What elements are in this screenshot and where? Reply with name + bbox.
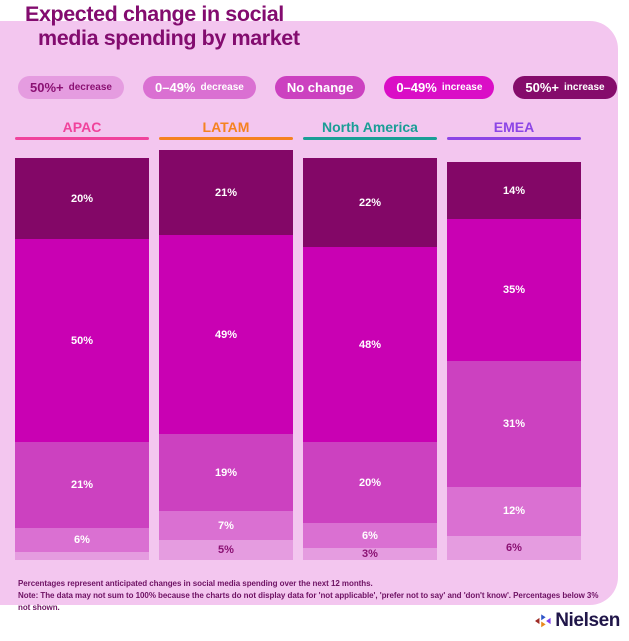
footnote-line1: Percentages represent anticipated change… (18, 579, 373, 588)
footnotes: Percentages represent anticipated change… (18, 578, 608, 614)
nielsen-logo-icon (534, 613, 552, 629)
bar-segment-label: 22% (358, 196, 382, 209)
bar-segment-label: 5% (218, 543, 234, 556)
bar-segment: 48% (303, 247, 437, 443)
legend-pill: 50%+ increase (513, 76, 617, 99)
legend-pill: 50%+ decrease (18, 76, 124, 99)
legend-pill-label: decrease (68, 82, 112, 93)
column-underline (159, 137, 293, 140)
bar-segment: 20% (303, 442, 437, 524)
legend-pill: 0–49% increase (384, 76, 495, 99)
legend-pill-label: decrease (200, 82, 244, 93)
legend-pill-label: increase (564, 82, 605, 93)
legend-pill-label: increase (441, 82, 483, 93)
legend-pill: No change (274, 76, 366, 99)
column-header: North America (322, 119, 418, 135)
legend-pill-value: 0–49% (155, 80, 196, 95)
bar-segment: 19% (159, 434, 293, 512)
bar-segment-label: 50% (70, 334, 94, 347)
bar: 21% 49% 19% 7% 5% (159, 140, 293, 560)
chart-columns: APAC 20% 50% 21% 6% LATAM 21% 49% 19% 7% 5% North A… (15, 119, 581, 560)
chart-column-apac: APAC 20% 50% 21% 6% (15, 119, 149, 560)
column-header: APAC (62, 119, 102, 135)
legend-pill-value: 0–49% (396, 80, 437, 95)
bar-segment-label: 35% (502, 284, 526, 297)
bar-segment-label: 31% (502, 417, 526, 430)
bar-segment-label: 6% (362, 529, 378, 542)
bar: 22% 48% 20% 6% 3% (303, 140, 437, 560)
legend-pill: 0–49% decrease (143, 76, 256, 99)
bar-segment (15, 551, 149, 560)
bar-segment-label: 21% (214, 186, 238, 199)
bar-segment: 21% (159, 149, 293, 236)
page-title: Expected change in social media spending… (25, 2, 300, 50)
bar-segment-label: 20% (358, 476, 382, 489)
column-underline (15, 137, 149, 140)
bar-segment: 14% (447, 162, 581, 219)
bar-segment-label: 14% (502, 184, 526, 197)
legend-pill-value: 50%+ (525, 80, 560, 95)
bar-segment: 6% (447, 535, 581, 560)
bar-segment: 31% (447, 361, 581, 487)
legend-pill-value: 50%+ (30, 80, 64, 95)
chart-column-latam: LATAM 21% 49% 19% 7% 5% (159, 119, 293, 560)
bar-segment: 6% (15, 527, 149, 552)
bar-segment: 20% (15, 158, 149, 240)
column-underline (447, 137, 581, 140)
bar-segment: 35% (447, 218, 581, 362)
bar-segment-label: 20% (70, 192, 94, 205)
bar-segment-label: 19% (214, 466, 238, 479)
chart-column-emea: EMEA 14% 35% 31% 12% 6% (447, 119, 581, 560)
bar-segment: 6% (303, 523, 437, 548)
bar-segment-label: 6% (506, 541, 522, 554)
bar-segment: 21% (15, 442, 149, 528)
bar-segment: 7% (159, 511, 293, 540)
legend-pill-value: No change (286, 80, 354, 95)
bar-segment-label: 48% (358, 338, 382, 351)
bar-segment-label: 12% (502, 505, 526, 518)
legend: 50%+ decrease 0–49% decrease No change 0–49% i… (18, 76, 617, 99)
bar-segment-label: 7% (218, 519, 234, 532)
page-title-line1: Expected change in social (25, 2, 284, 26)
bar-segment-label: 49% (214, 328, 238, 341)
brand-logo: Nielsen (534, 610, 620, 632)
page-title-line2: media spending by market (38, 26, 300, 50)
column-header: LATAM (202, 119, 250, 135)
brand-name: Nielsen (555, 610, 620, 631)
bar-segment: 50% (15, 239, 149, 443)
bar-segment: 12% (447, 486, 581, 536)
column-underline (303, 137, 437, 140)
bar: 14% 35% 31% 12% 6% (447, 140, 581, 560)
column-header: EMEA (493, 119, 535, 135)
bar-segment: 22% (303, 158, 437, 248)
bar-segment-label: 21% (70, 478, 94, 491)
bar-segment: 5% (159, 539, 293, 560)
chart-column-north-america: North America 22% 48% 20% 6% 3% (303, 119, 437, 560)
bar-segment: 49% (159, 235, 293, 435)
footnote-line2: Note: The data may not sum to 100% becau… (18, 591, 599, 612)
bar: 20% 50% 21% 6% (15, 140, 149, 560)
bar-segment: 3% (303, 547, 437, 560)
bar-segment-label: 3% (362, 547, 378, 560)
bar-segment-label: 6% (74, 533, 90, 546)
